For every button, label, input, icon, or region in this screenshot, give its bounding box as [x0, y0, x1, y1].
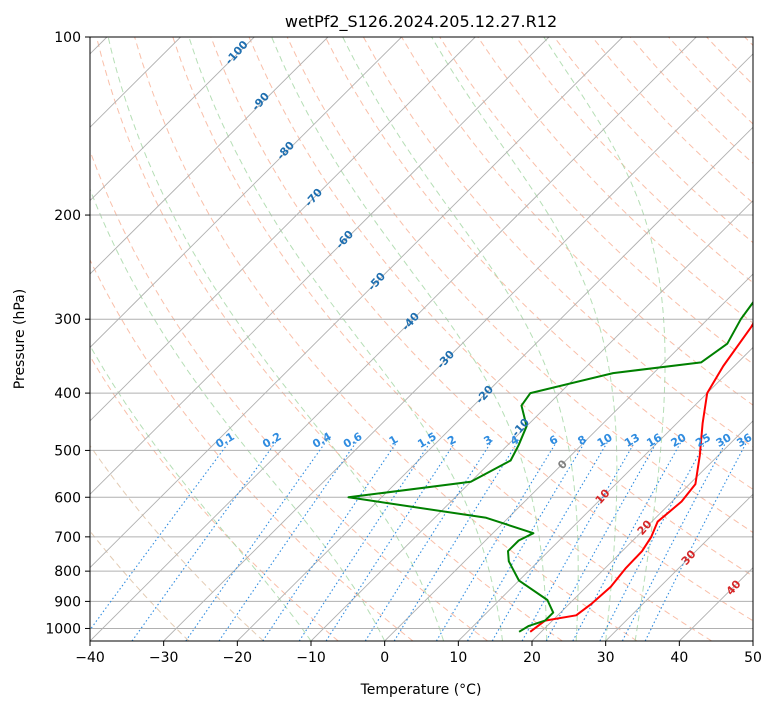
x-tick-label: 20 — [523, 650, 541, 666]
isotherm-line — [163, 53, 753, 641]
isotherm-line — [458, 346, 753, 641]
x-tick-label: 0 — [380, 650, 389, 666]
y-tick-label: 700 — [54, 530, 81, 546]
mixing-ratio-line — [572, 439, 683, 641]
mixing-ratio-line — [545, 439, 659, 641]
dewpoint-profile — [347, 300, 753, 633]
x-tick-label: −30 — [149, 650, 179, 666]
x-tick-label: −40 — [75, 650, 105, 666]
isotherm-line — [384, 273, 753, 641]
dry-adiabat — [248, 37, 753, 577]
isotherm-line — [90, 37, 623, 569]
temperature-profile — [529, 321, 753, 633]
mixing-ratio-line — [467, 439, 587, 641]
mixing-ratio-line — [325, 439, 458, 641]
y-tick-label: 300 — [54, 312, 81, 328]
isotherm-line — [90, 37, 402, 349]
mixing-ratio-line — [393, 439, 520, 641]
skewed-isotherms — [90, 37, 753, 641]
mixing-ratio-line — [364, 439, 494, 641]
x-axis-label: Temperature (°C) — [360, 682, 482, 698]
isotherm-line — [90, 37, 255, 202]
moist-adiabat — [431, 37, 618, 641]
mixing-ratio-line — [218, 439, 359, 641]
dry-adiabat — [90, 444, 264, 641]
dry-adiabat — [90, 355, 339, 641]
isobar-gridlines — [90, 37, 753, 629]
mixing-ratio-line — [262, 439, 399, 641]
x-tick-label: −20 — [223, 650, 253, 666]
y-tick-label: 600 — [54, 490, 81, 506]
mixing-ratio-line — [435, 439, 559, 641]
mixing-ratio-line — [185, 439, 328, 641]
dry-adiabat — [324, 37, 753, 490]
y-axis-ticks: 100 200 300 400 500 600 700 800 900 1000 — [45, 30, 90, 637]
mixing-ratio-line — [90, 439, 232, 631]
mixing-ratio-line — [644, 439, 749, 641]
moist-adiabat — [107, 37, 445, 641]
mixing-ratio-line — [298, 439, 433, 641]
y-tick-label: 1000 — [45, 621, 81, 637]
moist-adiabat — [188, 37, 503, 641]
plot-area: -100-90-80-70-60-50-40-30-20-10010203040… — [90, 37, 755, 641]
isotherm-line — [90, 37, 329, 275]
y-tick-label: 500 — [54, 443, 81, 459]
chart-title: wetPf2_S126.2024.205.12.27.R12 — [285, 12, 557, 32]
dry-adiabat — [515, 37, 753, 284]
sounding-profiles — [347, 300, 753, 633]
dry-adiabat — [210, 37, 753, 622]
x-tick-label: −10 — [296, 650, 326, 666]
isotherm-line — [531, 420, 753, 641]
x-tick-label: 50 — [744, 650, 762, 666]
moist-adiabat — [90, 187, 386, 641]
moist-adiabat — [342, 37, 579, 641]
isotherm-line — [237, 126, 753, 641]
dry-adiabat — [96, 37, 563, 641]
dry-adiabat — [90, 258, 414, 641]
y-tick-label: 900 — [54, 594, 81, 610]
mixing-ratio-line — [521, 439, 637, 641]
y-tick-label: 200 — [54, 208, 81, 224]
x-axis-ticks: −40 −30 −20 −10 0 10 20 30 40 50 — [75, 641, 762, 666]
plot-frame — [89, 36, 754, 642]
x-tick-label: 40 — [670, 650, 688, 666]
isotherm-line — [605, 493, 753, 641]
isotherm-line — [90, 37, 476, 422]
isotherm-line — [90, 37, 550, 495]
y-tick-label: 800 — [54, 564, 81, 580]
isotherm-line — [310, 200, 753, 641]
y-axis-label: Pressure (hPa) — [12, 289, 28, 389]
dry-adiabat — [286, 37, 753, 534]
y-tick-label: 100 — [54, 30, 81, 46]
dry-adiabat — [172, 37, 712, 641]
x-tick-label: 10 — [449, 650, 467, 666]
moist-adiabat — [543, 37, 666, 641]
y-tick-label: 400 — [54, 386, 81, 402]
mixing-ratio-line — [131, 439, 278, 641]
x-tick-label: 30 — [597, 650, 615, 666]
mixing-ratio-lines — [90, 439, 749, 641]
isotherm-line — [90, 37, 697, 641]
mixing-ratio-label: 36 — [735, 431, 755, 450]
